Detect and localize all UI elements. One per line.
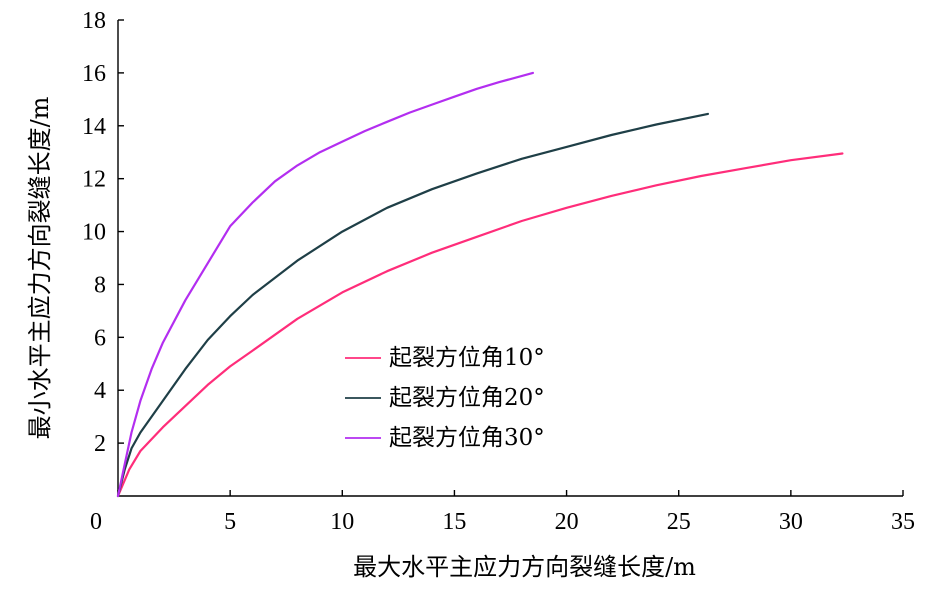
x-tick-label: 35 — [891, 509, 915, 535]
series-line-3 — [116, 71, 535, 498]
x-tick-label: 0 — [90, 509, 102, 535]
series-line-1 — [116, 152, 844, 498]
legend-label-3: 起裂方位角30° — [389, 425, 545, 451]
y-tick-label: 18 — [82, 8, 106, 34]
y-tick-label: 16 — [82, 61, 106, 87]
axes — [117, 20, 903, 497]
x-tick-label: 20 — [555, 509, 579, 535]
x-tick-label: 30 — [779, 509, 803, 535]
legend-label-1: 起裂方位角10° — [389, 345, 545, 371]
series-lines — [116, 71, 844, 498]
y-tick-label: 10 — [82, 220, 106, 246]
y-tick-label: 12 — [82, 167, 106, 193]
y-tick-label: 14 — [82, 114, 106, 140]
series-line-2 — [116, 112, 710, 498]
x-tick-label: 10 — [330, 509, 354, 535]
axis-ticks: 0 5 10 15 20 25 30 35 2 4 6 8 10 12 14 16 18 — [82, 8, 915, 535]
x-tick-label: 5 — [224, 509, 236, 535]
x-axis-title: 最大水平主应力方向裂缝长度/m — [353, 553, 696, 581]
y-tick-label: 8 — [94, 272, 106, 298]
y-axis-title: 最小水平主应力方向裂缝长度/m — [26, 96, 54, 439]
y-tick-label: 6 — [94, 325, 106, 351]
x-tick-label: 25 — [667, 509, 691, 535]
y-tick-label: 4 — [94, 378, 106, 404]
legend-label-2: 起裂方位角20° — [389, 385, 545, 411]
y-tick-label: 2 — [94, 431, 106, 457]
x-tick-label: 15 — [442, 509, 466, 535]
legend: 起裂方位角10° 起裂方位角20° 起裂方位角30° — [345, 345, 545, 451]
